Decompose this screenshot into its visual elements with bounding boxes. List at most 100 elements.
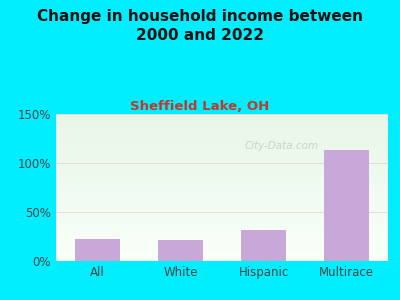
Bar <box>56 127 388 129</box>
Bar <box>56 136 388 137</box>
Bar <box>56 135 388 136</box>
Bar <box>56 173 388 174</box>
Bar <box>56 208 388 209</box>
Bar <box>56 171 388 173</box>
Bar <box>56 229 388 230</box>
Bar <box>56 202 388 204</box>
Bar <box>56 163 388 164</box>
Bar <box>56 151 388 152</box>
Bar <box>241 230 286 261</box>
Bar <box>56 258 388 260</box>
Bar <box>56 165 388 167</box>
Bar <box>56 146 388 148</box>
Bar <box>56 255 388 256</box>
Text: Change in household income between
2000 and 2022: Change in household income between 2000 … <box>37 9 363 43</box>
Bar <box>56 157 388 158</box>
Bar <box>56 123 388 124</box>
Bar <box>56 126 388 127</box>
Bar <box>56 223 388 224</box>
Bar <box>324 150 369 261</box>
Bar <box>56 192 388 194</box>
Bar <box>56 204 388 205</box>
Bar <box>56 209 388 211</box>
Bar <box>56 132 388 133</box>
Bar <box>56 224 388 226</box>
Bar <box>56 218 388 220</box>
Bar <box>56 176 388 177</box>
Bar <box>56 212 388 214</box>
Bar <box>56 189 388 190</box>
Bar <box>56 130 388 132</box>
Bar <box>75 239 120 261</box>
Bar <box>56 158 388 160</box>
Bar <box>56 186 388 188</box>
Bar <box>56 160 388 161</box>
Bar <box>56 238 388 239</box>
Bar <box>56 182 388 183</box>
Bar <box>56 140 388 142</box>
Bar <box>56 205 388 207</box>
Bar <box>56 236 388 238</box>
Bar <box>56 155 388 157</box>
Bar <box>56 221 388 223</box>
Bar <box>56 145 388 146</box>
Bar <box>56 215 388 217</box>
Bar <box>56 143 388 145</box>
Bar <box>56 239 388 240</box>
Bar <box>56 139 388 140</box>
Bar <box>56 246 388 248</box>
Bar <box>56 184 388 186</box>
Bar <box>56 142 388 143</box>
Bar <box>56 195 388 196</box>
Text: Sheffield Lake, OH: Sheffield Lake, OH <box>130 100 270 113</box>
Bar <box>56 167 388 168</box>
Bar <box>56 164 388 165</box>
Bar <box>56 194 388 195</box>
Bar <box>56 240 388 242</box>
Text: City-Data.com: City-Data.com <box>245 141 319 151</box>
Bar <box>56 124 388 126</box>
Bar <box>56 252 388 253</box>
Bar <box>56 243 388 245</box>
Bar <box>56 260 388 261</box>
Bar <box>56 118 388 120</box>
Bar <box>56 114 388 116</box>
Bar <box>56 133 388 135</box>
Bar <box>56 177 388 179</box>
Bar <box>56 196 388 198</box>
Bar <box>56 188 388 189</box>
Bar <box>56 233 388 235</box>
Bar <box>158 240 203 261</box>
Bar <box>56 214 388 215</box>
Bar <box>56 248 388 249</box>
Bar <box>56 199 388 201</box>
Bar <box>56 227 388 229</box>
Bar <box>56 198 388 199</box>
Bar <box>56 180 388 182</box>
Bar <box>56 201 388 202</box>
Bar <box>56 235 388 236</box>
Bar <box>56 183 388 184</box>
Bar <box>56 254 388 255</box>
Bar <box>56 154 388 155</box>
Bar <box>56 129 388 130</box>
Bar <box>56 249 388 251</box>
Bar <box>56 207 388 208</box>
Bar <box>56 211 388 212</box>
Bar <box>56 190 388 192</box>
Bar <box>56 117 388 118</box>
Bar <box>56 148 388 149</box>
Bar <box>56 220 388 221</box>
Bar <box>56 245 388 246</box>
Bar <box>56 170 388 171</box>
Bar <box>56 120 388 121</box>
Bar <box>56 116 388 117</box>
Bar <box>56 242 388 243</box>
Bar <box>56 137 388 139</box>
Bar <box>56 152 388 154</box>
Bar <box>56 256 388 258</box>
Bar <box>56 226 388 227</box>
Bar <box>56 174 388 176</box>
Bar <box>56 168 388 170</box>
Bar <box>56 230 388 232</box>
